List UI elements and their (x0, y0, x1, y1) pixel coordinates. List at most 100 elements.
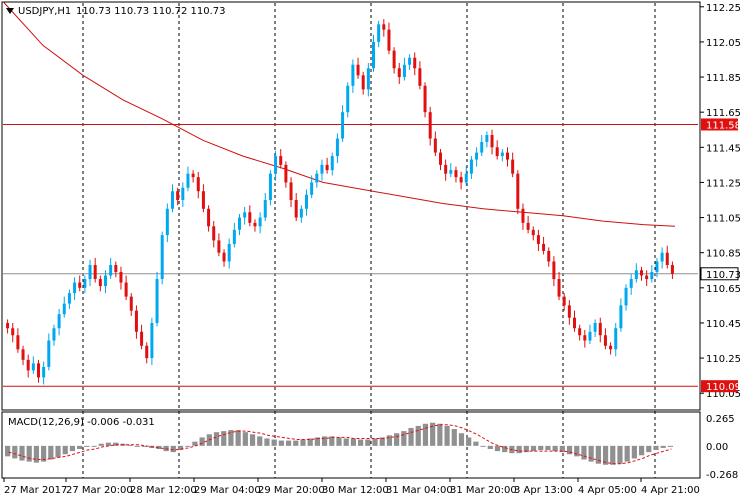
candle (88, 259, 92, 287)
price-label: 111.45 (706, 143, 740, 154)
macd-bar (134, 445, 140, 447)
price-pane-border (1, 1, 701, 411)
price-label: 110.65 (706, 284, 740, 295)
candle (583, 329, 587, 348)
macd-bar (365, 439, 371, 446)
time-label: 4 Apr 05:00 (578, 485, 637, 496)
macd-bar (552, 445, 558, 452)
candle-body (263, 200, 267, 218)
candle-body (104, 275, 107, 287)
candle (413, 52, 417, 76)
resistance-price-badge-bg (701, 118, 738, 131)
candle (248, 205, 252, 227)
macd-bar (48, 445, 54, 460)
macd-bar (602, 445, 609, 465)
candle-body (397, 68, 401, 78)
macd-bar (336, 437, 342, 446)
candle-body (377, 24, 381, 42)
macd-bar (502, 445, 508, 453)
candle-body (562, 296, 566, 306)
ohlc-values: 110.73 110.73 110.72 110.73 (76, 6, 226, 17)
candle (521, 203, 525, 230)
macd-bar (358, 439, 364, 446)
macd-bar (530, 445, 537, 452)
candle (361, 71, 365, 95)
candle (212, 221, 216, 248)
candle (531, 226, 535, 241)
candle-body (119, 272, 123, 283)
candle (542, 236, 546, 255)
candle (356, 57, 360, 79)
candle (238, 214, 241, 236)
candle-body (62, 303, 66, 315)
candle-body (335, 138, 339, 157)
candle (207, 205, 211, 232)
macd-bar (307, 438, 313, 446)
macd-bar (221, 431, 227, 446)
macd-bar (595, 445, 601, 464)
candle-body (134, 310, 138, 332)
candle (47, 333, 51, 371)
candle (145, 342, 149, 364)
candle (377, 20, 381, 48)
candle (562, 293, 566, 311)
candle (469, 156, 473, 179)
candle (480, 135, 484, 157)
candle (201, 184, 205, 213)
candle-body (408, 57, 412, 65)
symbol-label: USDJPY,H1 (18, 6, 71, 17)
macd-bar (41, 445, 47, 462)
current-price-badge-bg (700, 267, 739, 281)
candle-body (598, 322, 602, 336)
candle-body (346, 85, 350, 113)
macd-bar (566, 445, 573, 455)
candle (372, 34, 375, 72)
macd-bar (422, 423, 429, 446)
candle-body (418, 68, 422, 86)
macd-bar (538, 445, 544, 451)
candle (57, 308, 61, 336)
macd-bar (170, 445, 176, 453)
price-label: 110.45 (706, 319, 740, 330)
triangle-down-icon[interactable] (6, 8, 14, 14)
macd-scale-label: 0.265 (706, 414, 735, 425)
candle-body (222, 252, 226, 262)
candle (62, 296, 66, 318)
candle-body (382, 24, 386, 30)
candle-body (191, 173, 195, 178)
candle-body (459, 177, 463, 183)
candle-body (588, 331, 592, 341)
macd-bar (199, 437, 205, 446)
candle-body (428, 112, 432, 139)
candle-body (433, 138, 437, 153)
candle (129, 293, 133, 316)
price-label: 110.85 (706, 249, 740, 260)
price-label: 111.25 (706, 178, 740, 189)
macd-bar (249, 434, 256, 446)
candle (284, 161, 288, 188)
candle (253, 219, 257, 232)
candle-body (351, 64, 355, 86)
candle-body (449, 170, 453, 174)
candle (67, 289, 71, 309)
macd-bar (394, 433, 400, 446)
candle-body (78, 282, 82, 288)
candle-body (114, 264, 118, 273)
candle (263, 192, 267, 222)
candlesticks[interactable] (6, 19, 674, 385)
candle-body (212, 226, 216, 241)
candle-body (506, 152, 509, 160)
grid-lines (82, 3, 656, 478)
candle (500, 149, 504, 162)
macd-bar (192, 441, 198, 446)
candle-body (140, 331, 144, 346)
candle-body (196, 177, 200, 192)
candle-body (243, 212, 247, 218)
candle (614, 322, 618, 357)
candle-body (665, 252, 669, 265)
candle (150, 317, 154, 366)
candle (588, 324, 592, 345)
